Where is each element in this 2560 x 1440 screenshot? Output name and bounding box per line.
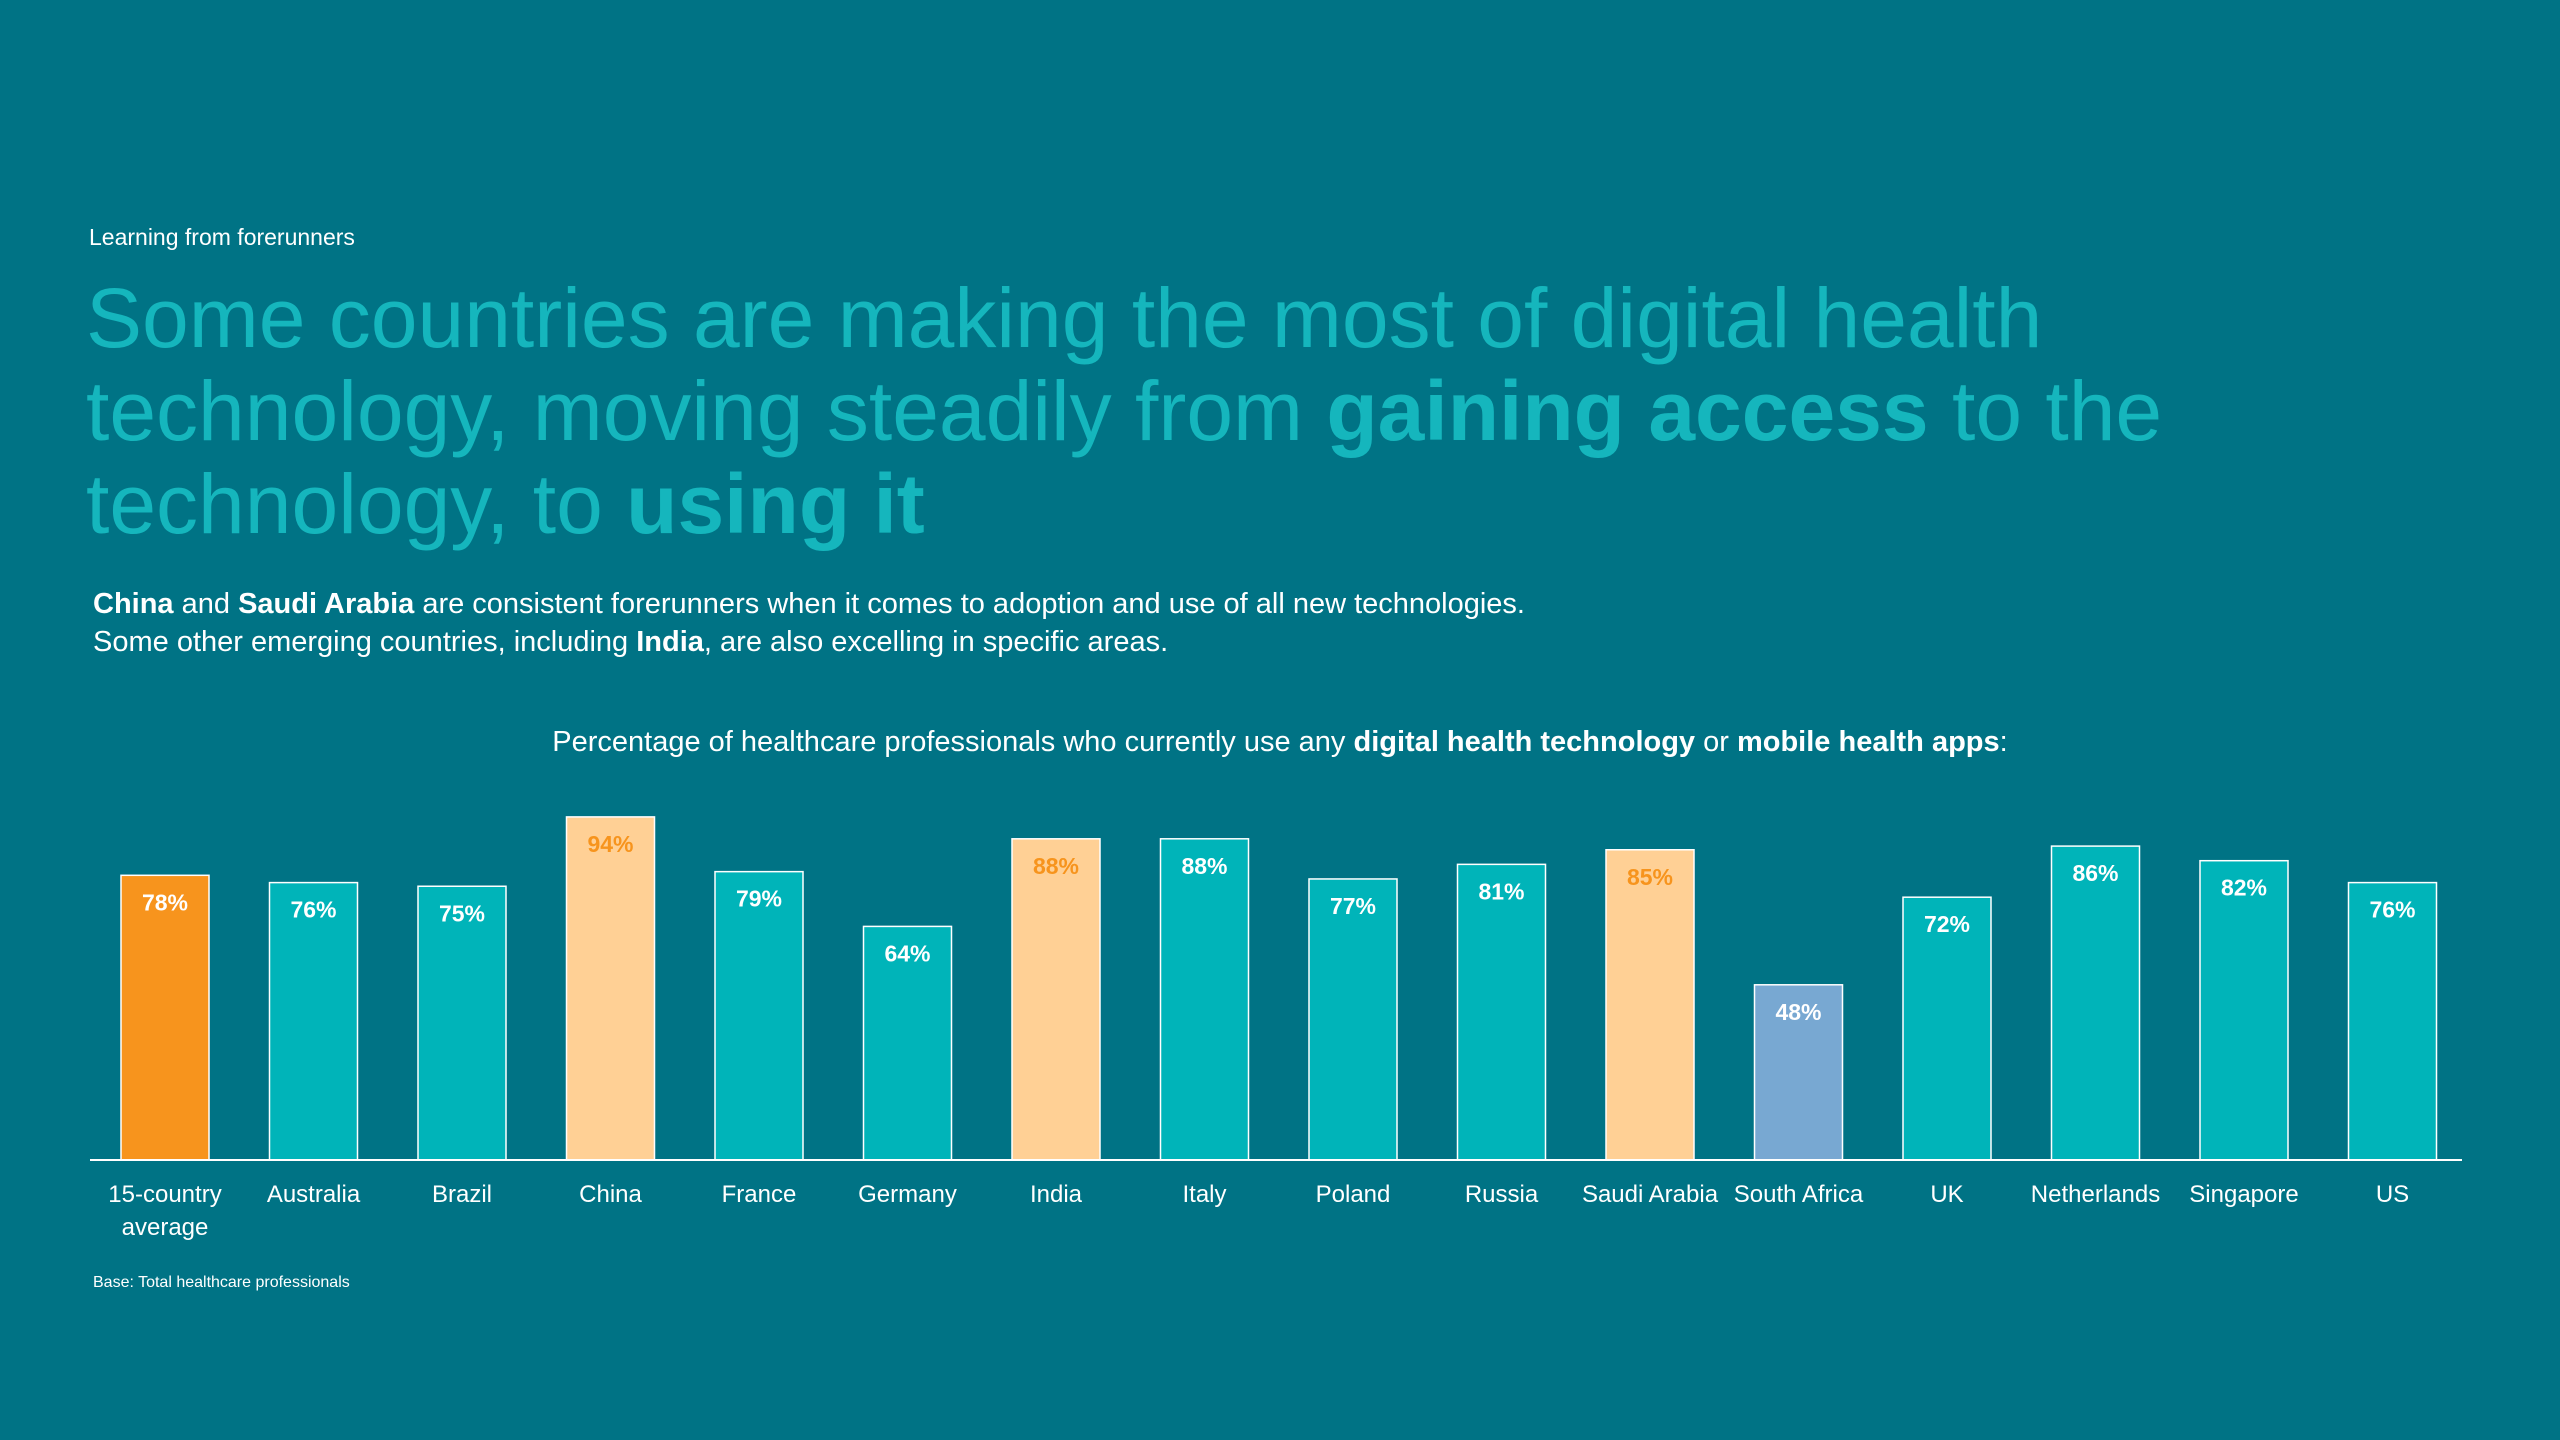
tick-label-italy: Italy (1182, 1181, 1226, 1208)
tick-label-uk: UK (1930, 1181, 1963, 1208)
intro-text-emerging: Some other emerging countries, including (93, 626, 637, 658)
chart-title-bold-mobile-apps: mobile health apps (1736, 726, 2000, 758)
tick-label-us: US (2376, 1181, 2409, 1208)
tick-label-australia: Australia (267, 1181, 361, 1208)
page-headline: Some countries are making the most of di… (86, 272, 2386, 551)
tick-label-france: France (722, 1181, 797, 1208)
tick-label-brazil: Brazil (432, 1181, 492, 1208)
bar-singapore (2199, 859, 2289, 1161)
data-label-china: 94% (587, 831, 633, 857)
chart-title: Percentage of healthcare professionals w… (0, 726, 2560, 759)
intro-text: China and Saudi Arabia are consistent fo… (93, 585, 1525, 661)
intro-text-excelling: , are also excelling in specific areas. (703, 626, 1169, 658)
tick-label-china: China (579, 1181, 642, 1208)
bar-netherlands (2050, 845, 2141, 1161)
eyebrow-label: Learning from forerunners (89, 224, 355, 250)
intro-text-forerunners: are consistent forerunners when it comes… (414, 588, 1525, 620)
bar-south-africa (1753, 984, 1844, 1161)
data-label-singapore: 82% (2221, 875, 2267, 901)
bar-france (714, 870, 804, 1161)
bar-saudi-arabia (1605, 849, 1695, 1161)
headline-bold-gaining-access: gaining access (1326, 364, 1929, 458)
base-footnote: Base: Total healthcare professionals (93, 1274, 350, 1291)
chart-title-text-or: or (1695, 726, 1737, 758)
intro-line-2: Some other emerging countries, including… (93, 623, 1525, 661)
intro-text-and: and (173, 588, 239, 620)
bar-uk (1902, 896, 1992, 1161)
bar-us (2347, 881, 2438, 1161)
bar-australia (268, 881, 359, 1161)
bar-germany (862, 925, 953, 1161)
data-label-germany: 64% (884, 940, 930, 966)
tick-label-singapore: Singapore (2189, 1181, 2298, 1208)
intro-line-1: China and Saudi Arabia are consistent fo… (93, 585, 1525, 623)
data-label-south-africa: 48% (1775, 999, 1821, 1025)
data-label-netherlands: 86% (2072, 860, 2118, 886)
bar-italy (1159, 838, 1250, 1161)
data-label-saudi-arabia: 85% (1627, 864, 1673, 890)
data-label-brazil: 75% (439, 900, 485, 926)
data-label-australia: 76% (290, 897, 336, 923)
intro-bold-india: India (636, 626, 704, 658)
tick-label-russia: Russia (1465, 1181, 1539, 1208)
tick-label-15-country-average: 15-country average (108, 1181, 221, 1241)
data-label-russia: 81% (1478, 878, 1524, 904)
tick-label-germany: Germany (858, 1181, 957, 1208)
intro-bold-china: China (93, 588, 174, 620)
bar-15-country-average (120, 874, 210, 1161)
bar-brazil (417, 885, 507, 1161)
tick-label-poland: Poland (1316, 1181, 1391, 1208)
data-label-france: 79% (736, 886, 782, 912)
bar-india (1011, 838, 1101, 1161)
headline-bold-using-it: using it (626, 457, 925, 551)
data-label-uk: 72% (1924, 911, 1970, 937)
headline-part2: to the technology, to (86, 364, 2163, 551)
data-label-us: 76% (2369, 897, 2415, 923)
tick-label-south-africa: South Africa (1734, 1181, 1864, 1208)
data-label-poland: 77% (1330, 893, 1376, 919)
data-label-italy: 88% (1181, 853, 1227, 879)
tick-label-netherlands: Netherlands (2031, 1181, 2160, 1208)
data-label-15-country-average: 78% (142, 889, 188, 915)
chart-title-colon: : (1999, 726, 2008, 758)
headline-part1: Some countries are making the most of di… (86, 271, 2043, 458)
bar-china (565, 816, 656, 1161)
intro-bold-saudi-arabia: Saudi Arabia (238, 588, 415, 620)
bar-poland (1308, 878, 1398, 1161)
tick-label-saudi-arabia: Saudi Arabia (1582, 1181, 1719, 1208)
data-label-india: 88% (1033, 853, 1079, 879)
tick-label-india: India (1030, 1181, 1083, 1208)
bar-russia (1456, 863, 1547, 1161)
chart-title-text-1: Percentage of healthcare professionals w… (552, 726, 1354, 758)
bar-chart: 78% 15-country average 76% Australia 75% Brazi… (90, 816, 2462, 1241)
chart-title-bold-digital-health: digital health technology (1353, 726, 1696, 758)
